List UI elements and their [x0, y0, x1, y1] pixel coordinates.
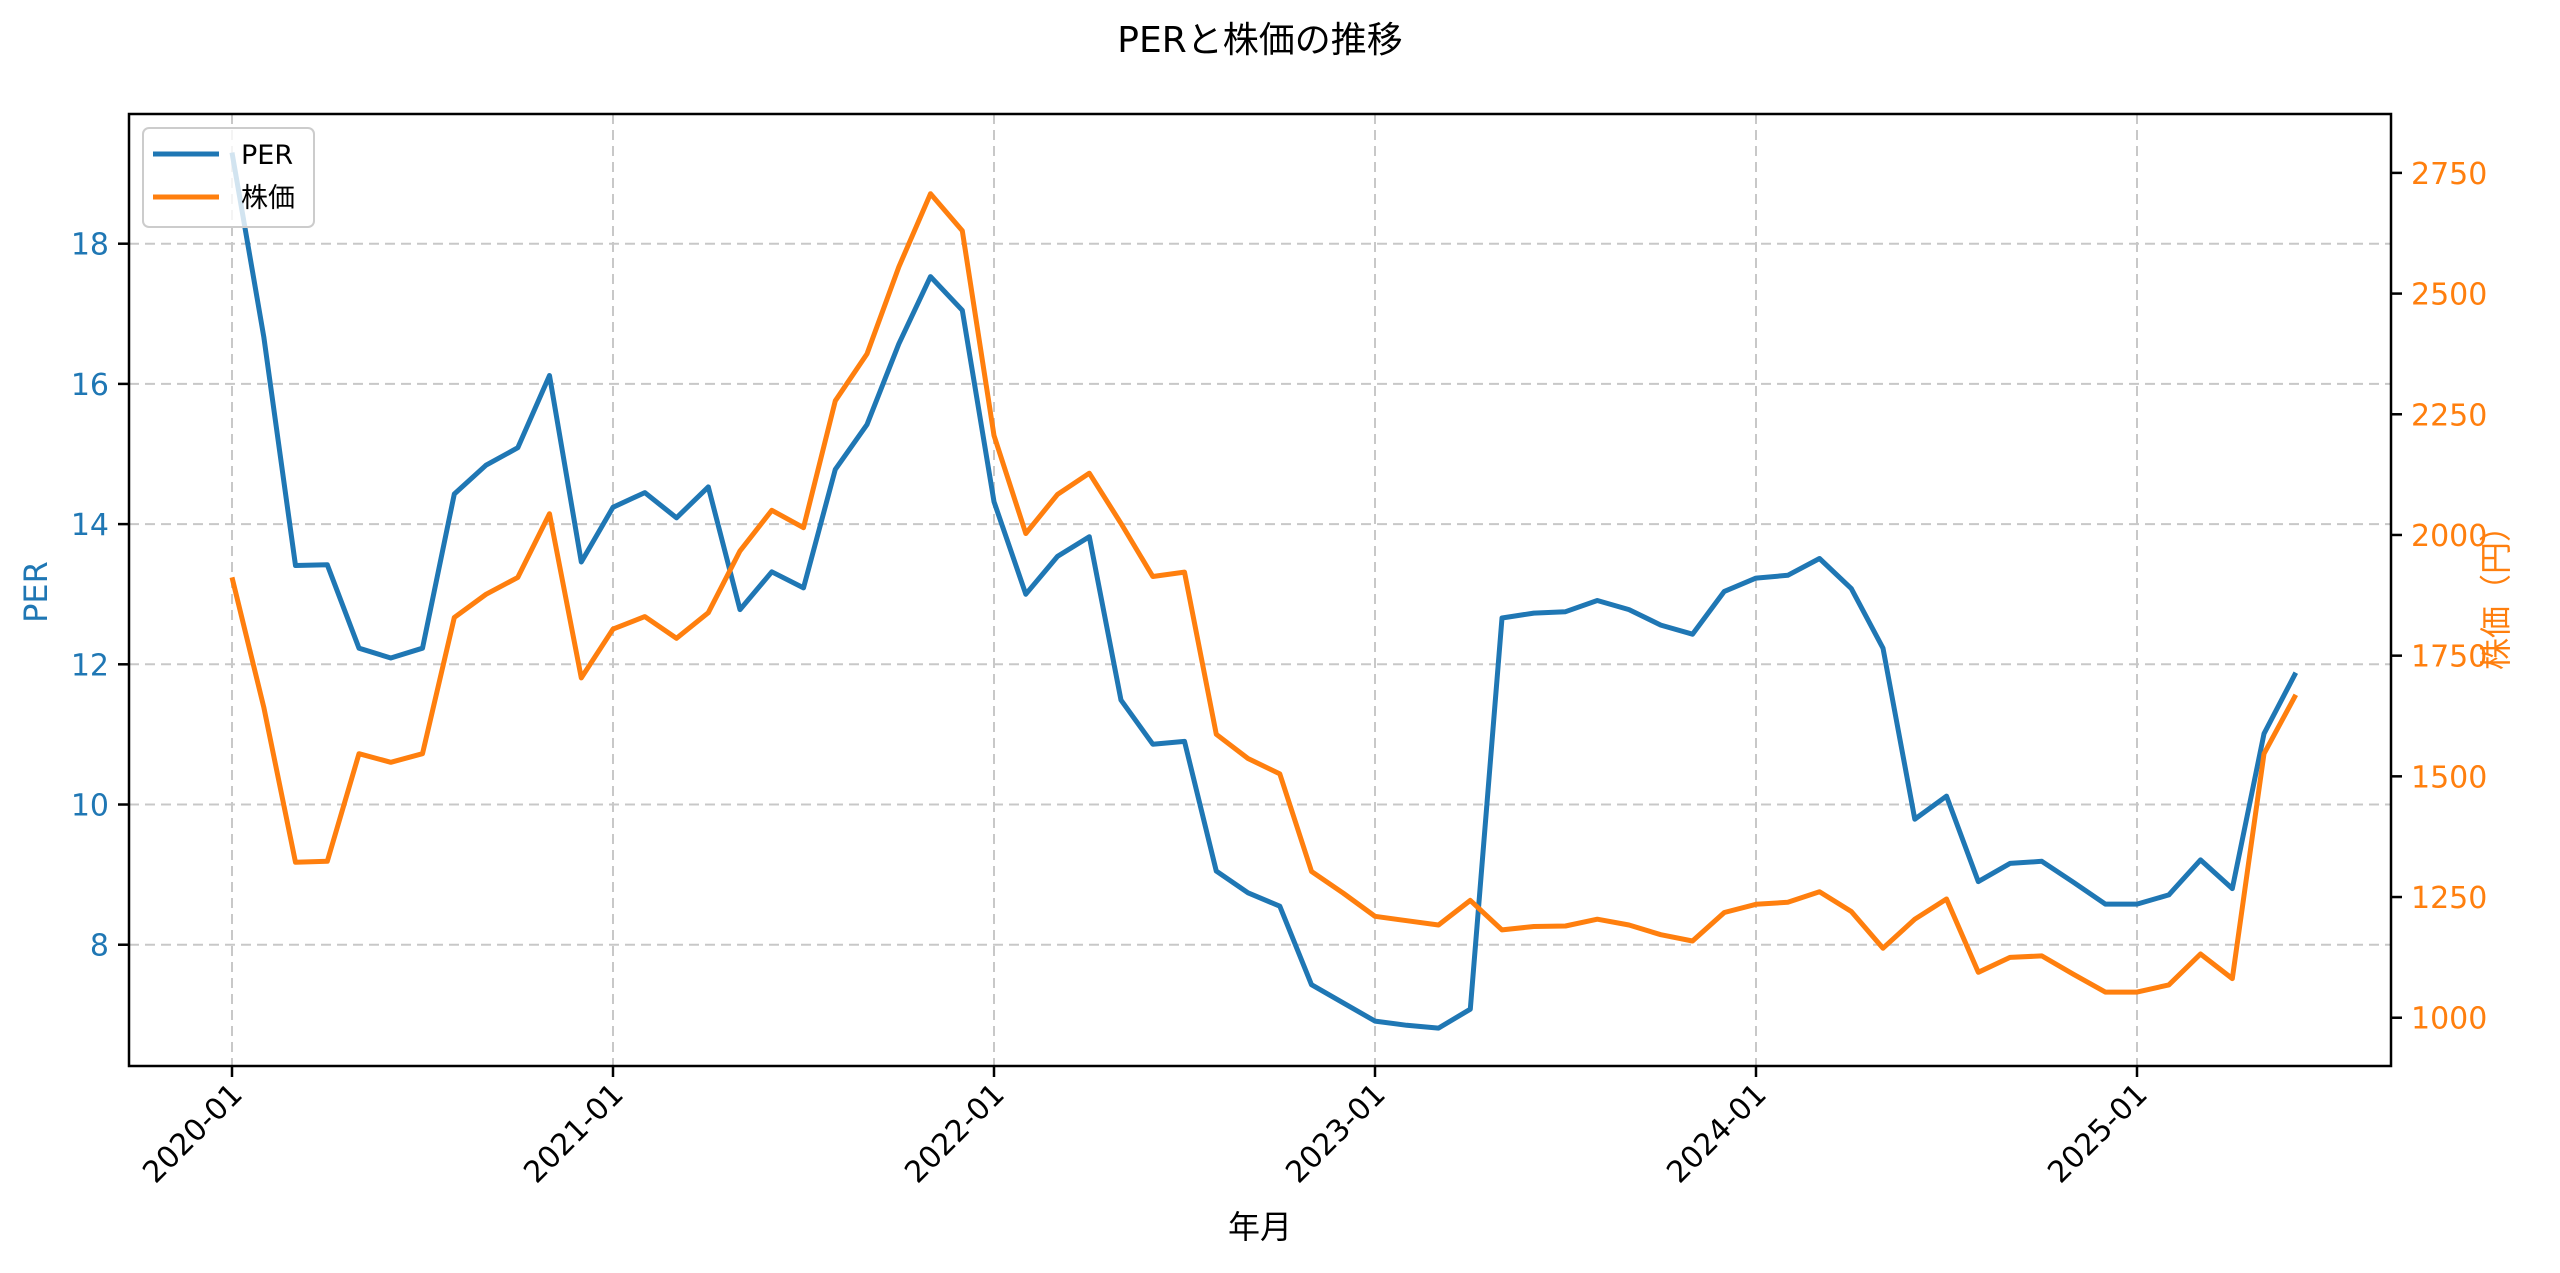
left-tick-label: 18 — [71, 228, 109, 263]
right-tick-label: 1750 — [2411, 640, 2487, 675]
x-tick-label: 2023-01 — [1279, 1077, 1392, 1190]
left-tick-label: 16 — [71, 368, 109, 403]
y-axis-label-left: PER — [17, 561, 55, 623]
left-tick-label: 8 — [90, 929, 109, 964]
chart-title: PERと株価の推移 — [1117, 20, 1402, 61]
left-tick-label: 12 — [71, 648, 109, 683]
x-tick-label: 2022-01 — [898, 1077, 1011, 1190]
left-tick-label: 10 — [71, 789, 109, 824]
x-tick-label: 2020-01 — [136, 1077, 249, 1190]
y-axis-label-right: 株価（円） — [2477, 510, 2515, 670]
x-tick-label: 2024-01 — [1660, 1077, 1773, 1190]
right-tick-label: 2500 — [2411, 278, 2487, 313]
left-tick-label: 14 — [71, 508, 109, 543]
left-y-axis: 8 10 12 14 16 18 — [71, 228, 129, 964]
plot-frame — [127, 112, 2393, 1068]
right-y-axis: 1000 1250 1500 1750 2000 2250 2500 2750 — [2391, 157, 2487, 1037]
right-tick-label: 2750 — [2411, 157, 2487, 192]
per-line — [229, 152, 2299, 1031]
x-tick-label: 2025-01 — [2041, 1077, 2154, 1190]
right-tick-label: 2000 — [2411, 519, 2487, 554]
right-tick-label: 1250 — [2411, 881, 2487, 916]
x-axis-label: 年月 — [1228, 1208, 1292, 1246]
legend-price-label: 株価 — [241, 183, 295, 214]
plot-lines — [229, 152, 2299, 1031]
legend: PER 株価 — [142, 127, 315, 228]
price-line — [229, 191, 2298, 995]
right-tick-label: 1000 — [2411, 1002, 2487, 1037]
x-axis: 2020-01 2021-01 2022-01 2023-01 2024-01 2025-… — [136, 1066, 2155, 1190]
grid-lines — [129, 114, 2391, 1066]
x-tick-label: 2021-01 — [517, 1077, 630, 1190]
right-tick-label: 2250 — [2411, 398, 2487, 433]
right-tick-label: 1500 — [2411, 760, 2487, 795]
legend-per-label: PER — [241, 140, 293, 171]
